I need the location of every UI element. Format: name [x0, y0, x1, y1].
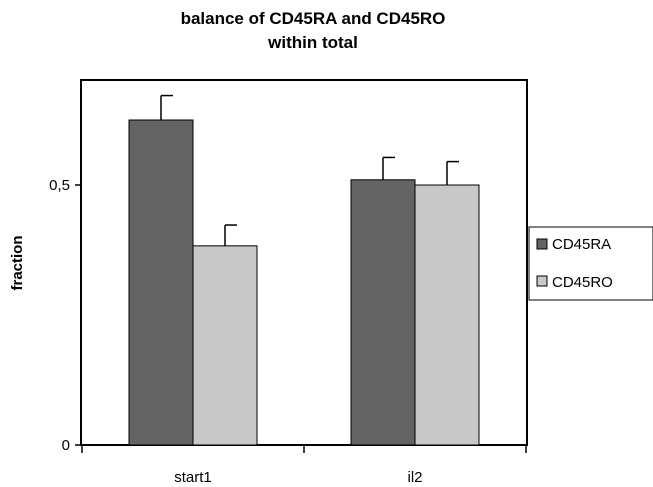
- legend-swatch-cd45ra: [536, 238, 548, 250]
- bar-cd45ro-start1: [192, 245, 258, 446]
- y-tick-label: 0: [62, 437, 70, 454]
- bar-cd45ra-il2: [350, 179, 416, 446]
- legend-swatch-cd45ro: [536, 275, 548, 287]
- x-tick-label-il2: il2: [407, 469, 422, 486]
- chart-title-line-1: balance of CD45RA and CD45RO: [181, 9, 446, 28]
- x-tick-label-start1: start1: [174, 469, 212, 486]
- chart-title-line-2: within total: [267, 33, 358, 52]
- bars-layer: [128, 94, 480, 446]
- bar-cd45ra-start1: [128, 119, 194, 446]
- legend-label-cd45ra: CD45RA: [552, 236, 611, 253]
- y-axis-title: fraction: [9, 235, 26, 290]
- y-tick-label: 0,5: [49, 177, 70, 194]
- legend-box: [528, 226, 653, 301]
- bar-cd45ro-il2: [414, 184, 480, 446]
- ticks-layer: start1 il2 0 0,5: [49, 177, 527, 486]
- legend-label-cd45ro: CD45RO: [552, 274, 613, 291]
